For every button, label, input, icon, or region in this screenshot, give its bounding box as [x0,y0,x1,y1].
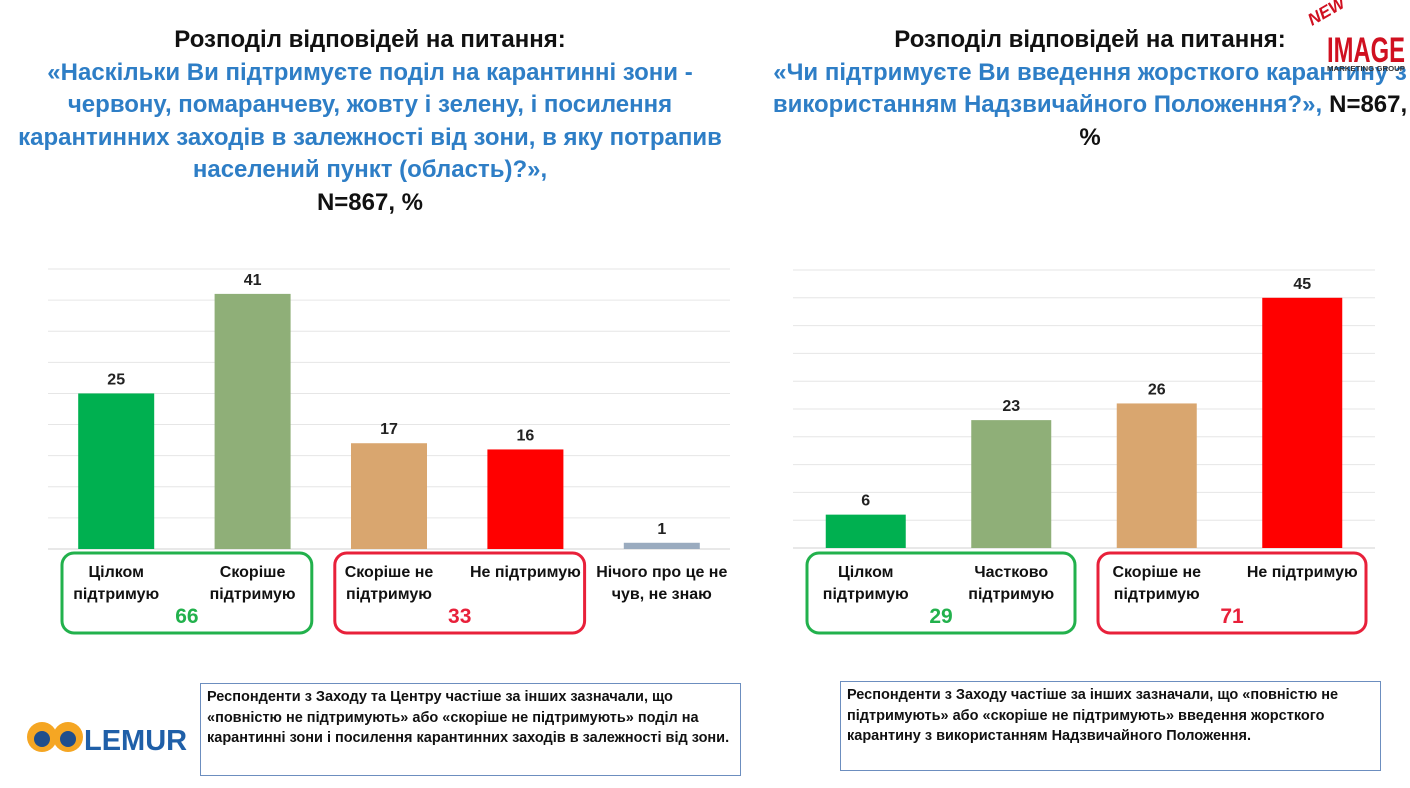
value-label: 25 [107,371,125,388]
logo-text: LEMUR [84,725,187,757]
title: Розподіл відповідей на питання: [894,26,1286,53]
group-box [333,551,587,635]
x-tick-label: Не підтримую [469,564,581,581]
value-label: 23 [1002,398,1020,415]
bar [623,542,700,549]
question: «Наскільки Ви підтримуєте поділ на каран… [18,58,722,184]
bar [1262,297,1343,548]
value-label: 17 [380,421,398,438]
logo-pupil [60,731,76,747]
question: «Чи підтримуєте Ви введення жорсткого ка… [772,58,1407,119]
group-total: 66 [175,605,198,628]
bar [351,443,427,549]
comment: Респонденти з Заходу частіше за інших за… [840,681,1381,771]
value-label: 41 [244,272,262,289]
group-total: 71 [1220,605,1244,628]
value-label: 26 [1148,381,1166,398]
bar [487,449,564,549]
group-total: 29 [929,605,952,628]
value-label: 1 [657,521,666,538]
group-box [60,551,314,635]
bar [971,420,1052,548]
x-tick-label: Не підтримую [1246,564,1358,581]
group-total: 33 [448,605,471,628]
lemur-logo: LEMUR [27,722,187,757]
x-tick-label: Скоріше не підтримую [344,564,434,603]
bar [214,293,291,549]
bar [1116,403,1197,548]
group-box [1096,551,1368,635]
group-box [805,551,1077,635]
value-label: 16 [517,427,535,444]
image-logo: NEW IMAGE MARKETING GROUP [1305,0,1406,73]
logo-sub: MARKETING GROUP [1327,66,1405,73]
x-tick-label: Скоріше не підтримую [1112,564,1202,603]
logo-image: IMAGE [1327,31,1405,70]
x-tick-label: Цілком підтримую [73,564,160,603]
comment: Респонденти з Заходу та Центру частіше з… [200,683,741,776]
bar [78,393,155,549]
bar [825,514,906,548]
title: Розподіл відповідей на питання: [174,26,566,53]
value-label: 6 [861,493,870,510]
x-tick-label: Скоріше підтримую [209,564,296,603]
chart-heading: Розподіл відповідей на питання: «Чи підтр… [760,24,1410,154]
value-label: 45 [1293,276,1311,293]
sample-note: N=867, % [1079,91,1408,151]
logo-pupil [34,731,50,747]
logo-new: NEW [1305,0,1351,29]
x-tick-label: Нічого про це не чув, не знаю [596,564,728,603]
chart-heading: Розподіл відповідей на питання: «Наскільк… [0,24,740,219]
sample-note: N=867, % [316,188,424,216]
x-tick-label: Цілком підтримую [822,564,909,603]
x-tick-label: Частково підтримую [968,564,1055,603]
